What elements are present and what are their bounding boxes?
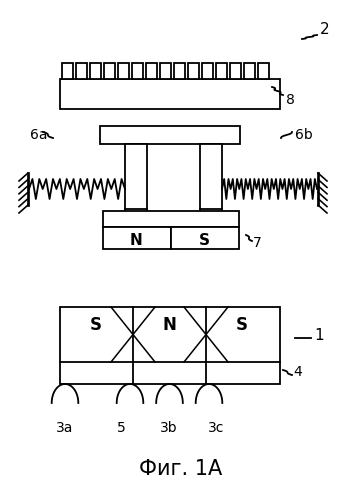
Text: S: S <box>89 315 101 333</box>
Bar <box>132 63 143 79</box>
Text: 2: 2 <box>320 22 330 37</box>
Bar <box>103 227 171 249</box>
Bar <box>103 211 239 227</box>
Text: 5: 5 <box>117 421 126 435</box>
Text: S: S <box>236 315 248 333</box>
Bar <box>258 63 269 79</box>
Bar <box>118 63 129 79</box>
Bar <box>76 63 87 79</box>
Bar <box>216 63 227 79</box>
Text: 6b: 6b <box>295 128 313 142</box>
Bar <box>202 63 213 79</box>
Text: 3b: 3b <box>160 421 177 435</box>
Text: 7: 7 <box>253 236 262 250</box>
Text: Фиг. 1А: Фиг. 1А <box>139 459 223 479</box>
Bar <box>60 79 280 109</box>
Text: 3c: 3c <box>208 421 224 435</box>
Bar <box>230 63 241 79</box>
Bar <box>60 307 280 384</box>
Text: 8: 8 <box>286 93 295 107</box>
Bar <box>146 63 157 79</box>
Bar <box>171 227 239 249</box>
Bar <box>160 63 171 79</box>
Bar <box>244 63 255 79</box>
Bar <box>200 144 222 209</box>
Bar <box>188 63 199 79</box>
Text: 4: 4 <box>293 365 302 379</box>
Bar <box>90 63 101 79</box>
Bar <box>100 126 240 144</box>
Bar <box>62 63 73 79</box>
Text: N: N <box>163 315 176 333</box>
Text: 6a: 6a <box>30 128 47 142</box>
Bar <box>174 63 185 79</box>
Bar <box>104 63 115 79</box>
Text: 3a: 3a <box>56 421 73 435</box>
Text: S: S <box>199 233 210 248</box>
Text: N: N <box>130 233 143 248</box>
Text: 1: 1 <box>314 328 324 343</box>
Bar <box>125 144 147 209</box>
